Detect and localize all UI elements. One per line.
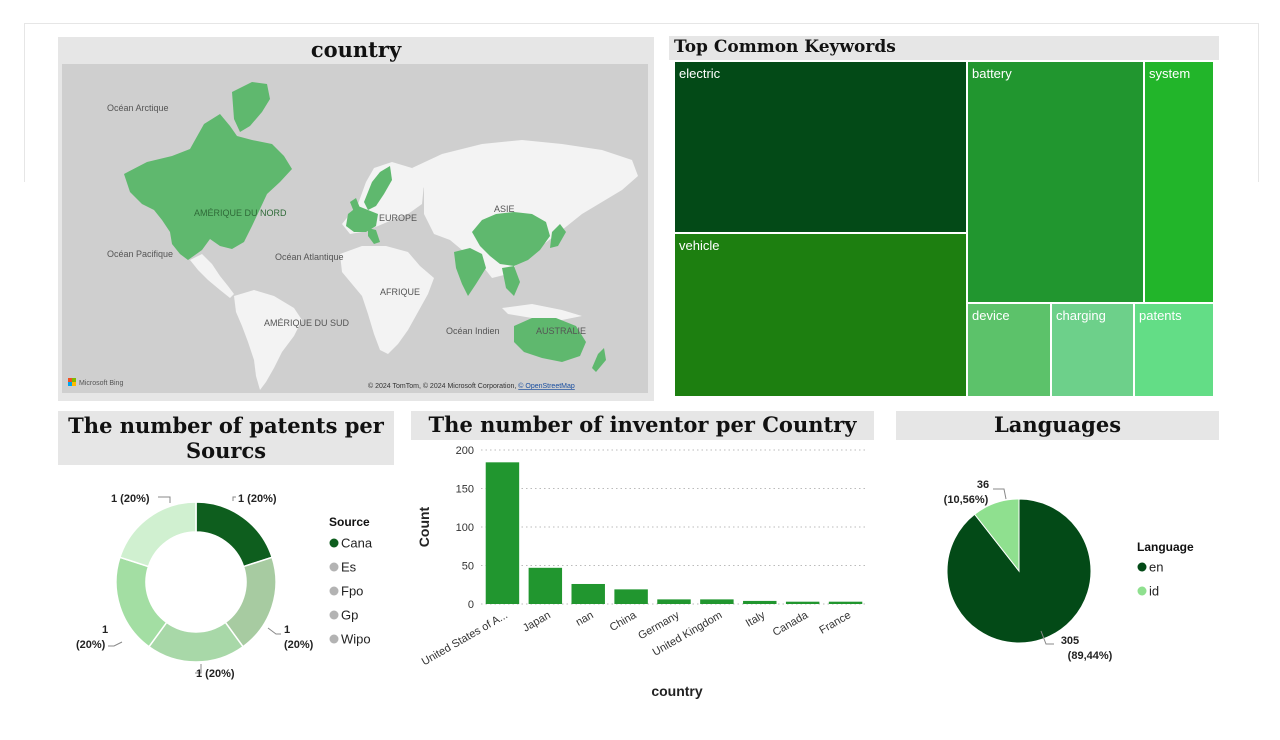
donut-slices	[116, 502, 276, 662]
donut-slice-cana[interactable]	[196, 502, 272, 567]
bar-7[interactable]	[786, 602, 819, 604]
y-tick-label: 50	[462, 561, 474, 573]
pie-data-label: 305	[1061, 635, 1079, 647]
y-tick-label: 150	[456, 484, 474, 496]
map-label: EUROPE	[379, 213, 417, 223]
map-label: AUSTRALIE	[536, 326, 586, 336]
map-label: AFRIQUE	[380, 287, 420, 297]
legend-marker	[1138, 563, 1147, 572]
source-legend-title: Source	[329, 515, 370, 529]
map-label: ASIE	[494, 204, 515, 214]
legend-marker	[330, 611, 339, 620]
donut-data-label: 1	[102, 624, 108, 636]
bar-0[interactable]	[486, 462, 519, 604]
legend-item-es[interactable]: Es	[341, 560, 357, 575]
x-tick-label: United States of A...	[420, 609, 510, 668]
treemap-cell-system[interactable]: system	[1144, 61, 1214, 303]
legend-marker	[330, 635, 339, 644]
map-label: AMÉRIQUE DU NORD	[194, 208, 287, 218]
donut-data-label: 1 (20%)	[238, 493, 277, 505]
bar-8[interactable]	[829, 602, 862, 604]
inventor-chart-title: The number of inventor per Country	[411, 411, 874, 440]
donut-slice-gp[interactable]	[116, 557, 167, 646]
treemap-cell-patents[interactable]: patents	[1134, 303, 1214, 397]
bar-4[interactable]	[657, 599, 690, 604]
languages-pie-chart: 36 (10,56%) 305 (89,44%) Language en id	[896, 445, 1219, 685]
treemap-label: system	[1149, 66, 1190, 81]
treemap-cell-vehicle[interactable]: vehicle	[674, 233, 967, 397]
donut-data-label: (20%)	[284, 639, 314, 651]
x-tick-label: China	[608, 609, 640, 634]
bar-series	[486, 462, 863, 604]
source-chart-title: The number of patents per Sourcs	[58, 411, 394, 465]
x-tick-label: France	[817, 609, 853, 637]
treemap-label: patents	[1139, 308, 1182, 323]
treemap-cell-electric[interactable]: electric	[674, 61, 967, 233]
treemap-cell-battery[interactable]: battery	[967, 61, 1144, 303]
x-tick-label: Japan	[521, 609, 553, 634]
bar-2[interactable]	[571, 584, 604, 604]
bar-x-ticks: United States of A...JapannanChinaGerman…	[420, 609, 853, 668]
legend-marker	[330, 563, 339, 572]
bar-3[interactable]	[614, 589, 647, 604]
donut-data-label: 1	[284, 624, 290, 636]
pie-data-label: 36	[977, 479, 989, 491]
donut-data-label: 1 (20%)	[111, 493, 150, 505]
treemap-label: device	[972, 308, 1010, 323]
map-title: country	[58, 37, 654, 63]
treemap-title: Top Common Keywords	[669, 36, 1219, 60]
pie-slices	[947, 499, 1091, 643]
source-donut-chart: 1 (20%) 1 (20%) 1 (20%) 1 (20%) 1 (20%) …	[58, 470, 394, 700]
y-tick-label: 0	[468, 599, 474, 611]
pie-data-label: (10,56%)	[944, 494, 989, 506]
legend-marker	[1138, 587, 1147, 596]
map-label: Océan Pacifique	[107, 249, 173, 259]
y-tick-label: 200	[456, 445, 474, 457]
x-tick-label: Italy	[744, 609, 768, 630]
keywords-treemap: electric vehicle battery system device c…	[674, 61, 1214, 397]
treemap-label: electric	[679, 66, 720, 81]
world-map[interactable]: Océan Arctique AMÉRIQUE DU NORD EUROPE A…	[62, 64, 648, 393]
treemap-label: battery	[972, 66, 1012, 81]
legend-item-wipo[interactable]: Wipo	[341, 632, 371, 647]
openstreetmap-link[interactable]: © OpenStreetMap	[518, 382, 575, 390]
legend-item-gp[interactable]: Gp	[341, 608, 358, 623]
bar-1[interactable]	[529, 568, 562, 604]
bing-logo-text: Microsoft Bing	[79, 380, 123, 387]
treemap-label: vehicle	[679, 238, 719, 253]
treemap-cell-charging[interactable]: charging	[1051, 303, 1134, 397]
treemap-label: charging	[1056, 308, 1106, 323]
map-panel: Océan Arctique AMÉRIQUE DU NORD EUROPE A…	[58, 63, 654, 401]
y-axis-title: Count	[416, 506, 432, 547]
map-label: Océan Indien	[446, 326, 500, 336]
donut-data-label: 1 (20%)	[196, 668, 235, 680]
languages-title: Languages	[896, 411, 1219, 440]
pie-data-label: (89,44%)	[1068, 650, 1113, 662]
donut-data-label: (20%)	[76, 639, 106, 651]
donut-slice-wipo[interactable]	[120, 502, 196, 567]
legend-item-fpo[interactable]: Fpo	[341, 584, 363, 599]
bar-5[interactable]	[700, 599, 733, 604]
bar-y-ticks: 0 50 100 150 200	[456, 445, 474, 611]
map-label: Océan Atlantique	[275, 252, 344, 262]
y-tick-label: 100	[456, 522, 474, 534]
map-label: AMÉRIQUE DU SUD	[264, 318, 350, 328]
legend-marker	[330, 539, 339, 548]
map-label: Océan Arctique	[107, 103, 169, 113]
inventor-bar-chart: 0 50 100 150 200 United States of A... Japan n…	[411, 441, 874, 703]
language-legend-title: Language	[1137, 540, 1194, 554]
legend-item-en[interactable]: en	[1149, 560, 1163, 575]
language-legend: en id	[1138, 560, 1164, 599]
legend-marker	[330, 587, 339, 596]
bar-6[interactable]	[743, 601, 776, 604]
legend-item-cana[interactable]: Cana	[341, 536, 373, 551]
map-attribution: © 2024 TomTom, © 2024 Microsoft Corporat…	[368, 382, 575, 390]
x-tick-label: Canada	[771, 609, 811, 639]
x-tick-label: nan	[574, 609, 596, 629]
treemap-cell-device[interactable]: device	[967, 303, 1051, 397]
x-axis-title: country	[651, 683, 703, 699]
legend-item-id[interactable]: id	[1149, 584, 1159, 599]
source-legend: Cana Es Fpo Gp Wipo	[330, 536, 373, 647]
